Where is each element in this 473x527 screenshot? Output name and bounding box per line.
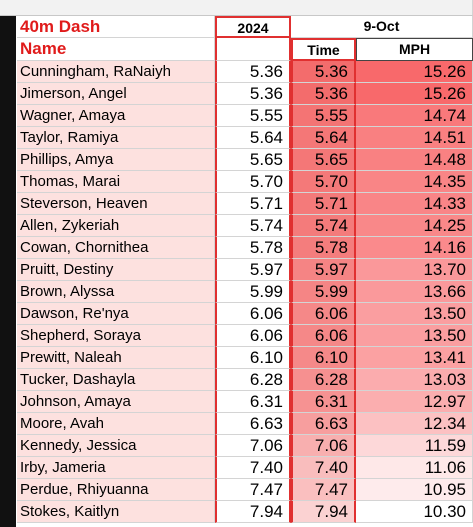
- mph-cell: 11.06: [356, 457, 473, 479]
- name-cell: Shepherd, Soraya: [17, 325, 215, 347]
- mph-cell: 14.74: [356, 105, 473, 127]
- time-cell: 7.94: [291, 501, 356, 523]
- mph-cell: 15.26: [356, 83, 473, 105]
- time-cell: 5.71: [291, 193, 356, 215]
- mph-cell: 14.48: [356, 149, 473, 171]
- title: 40m Dash: [17, 16, 215, 38]
- year-cell: 6.06: [215, 303, 291, 325]
- name-cell: Cowan, Chornithea: [17, 237, 215, 259]
- top-strip: [0, 0, 473, 16]
- time-cell: 7.40: [291, 457, 356, 479]
- name-cell: Wagner, Amaya: [17, 105, 215, 127]
- mph-cell: 13.41: [356, 347, 473, 369]
- name-cell: Phillips, Amya: [17, 149, 215, 171]
- time-cell: 5.74: [291, 215, 356, 237]
- year-cell: 5.74: [215, 215, 291, 237]
- name-cell: Stokes, Kaitlyn: [17, 501, 215, 523]
- time-cell: 6.63: [291, 413, 356, 435]
- mph-cell: 11.59: [356, 435, 473, 457]
- time-cell: 6.06: [291, 303, 356, 325]
- name-cell: Tucker, Dashayla: [17, 369, 215, 391]
- name-cell: Cunningham, RaNaiyh: [17, 61, 215, 83]
- time-cell: 7.06: [291, 435, 356, 457]
- blank-header: [215, 38, 291, 61]
- name-cell: Steverson, Heaven: [17, 193, 215, 215]
- mph-cell: 15.26: [356, 61, 473, 83]
- name-cell: Brown, Alyssa: [17, 281, 215, 303]
- time-cell: 5.97: [291, 259, 356, 281]
- mph-cell: 14.51: [356, 127, 473, 149]
- name-cell: Moore, Avah: [17, 413, 215, 435]
- name-cell: Taylor, Ramiya: [17, 127, 215, 149]
- name-cell: Prewitt, Naleah: [17, 347, 215, 369]
- time-cell: 5.70: [291, 171, 356, 193]
- time-cell: 6.10: [291, 347, 356, 369]
- year-cell: 6.31: [215, 391, 291, 413]
- mph-cell: 14.25: [356, 215, 473, 237]
- name-cell: Irby, Jameria: [17, 457, 215, 479]
- mph-cell: 13.50: [356, 325, 473, 347]
- time-cell: 5.55: [291, 105, 356, 127]
- year-cell: 5.78: [215, 237, 291, 259]
- time-cell: 5.36: [291, 61, 356, 83]
- name-cell: Jimerson, Angel: [17, 83, 215, 105]
- side-bar: [0, 16, 16, 527]
- mph-cell: 10.30: [356, 501, 473, 523]
- mph-cell: 13.03: [356, 369, 473, 391]
- year-cell: 5.70: [215, 171, 291, 193]
- time-cell: 5.78: [291, 237, 356, 259]
- mph-cell: 12.34: [356, 413, 473, 435]
- year-cell: 6.63: [215, 413, 291, 435]
- name-cell: Allen, Zykeriah: [17, 215, 215, 237]
- year-cell: 6.10: [215, 347, 291, 369]
- time-cell: 6.06: [291, 325, 356, 347]
- time-cell: 7.47: [291, 479, 356, 501]
- date-header: 9-Oct: [291, 16, 473, 38]
- name-header: Name: [17, 38, 215, 61]
- time-cell: 5.65: [291, 149, 356, 171]
- name-cell: Perdue, Rhiyuanna: [17, 479, 215, 501]
- time-cell: 5.99: [291, 281, 356, 303]
- year-cell: 5.36: [215, 61, 291, 83]
- year-cell: 5.55: [215, 105, 291, 127]
- mph-cell: 12.97: [356, 391, 473, 413]
- year-cell: 7.40: [215, 457, 291, 479]
- time-cell: 5.36: [291, 83, 356, 105]
- year-cell: 5.97: [215, 259, 291, 281]
- year-cell: 7.94: [215, 501, 291, 523]
- year-cell: 5.36: [215, 83, 291, 105]
- year-cell: 5.65: [215, 149, 291, 171]
- mph-cell: 14.35: [356, 171, 473, 193]
- name-cell: Thomas, Marai: [17, 171, 215, 193]
- year-cell: 6.28: [215, 369, 291, 391]
- name-cell: Kennedy, Jessica: [17, 435, 215, 457]
- time-cell: 6.28: [291, 369, 356, 391]
- name-cell: Johnson, Amaya: [17, 391, 215, 413]
- name-cell: Dawson, Re'nya: [17, 303, 215, 325]
- year-header: 2024: [215, 16, 291, 38]
- mph-cell: 13.50: [356, 303, 473, 325]
- time-cell: 6.31: [291, 391, 356, 413]
- year-cell: 6.06: [215, 325, 291, 347]
- year-cell: 5.71: [215, 193, 291, 215]
- mph-cell: 14.16: [356, 237, 473, 259]
- mph-cell: 13.70: [356, 259, 473, 281]
- year-cell: 7.06: [215, 435, 291, 457]
- time-header: Time: [291, 38, 356, 61]
- mph-cell: 13.66: [356, 281, 473, 303]
- time-cell: 5.64: [291, 127, 356, 149]
- name-cell: Pruitt, Destiny: [17, 259, 215, 281]
- year-cell: 7.47: [215, 479, 291, 501]
- mph-header: MPH: [356, 38, 473, 61]
- mph-cell: 14.33: [356, 193, 473, 215]
- year-cell: 5.64: [215, 127, 291, 149]
- mph-cell: 10.95: [356, 479, 473, 501]
- year-cell: 5.99: [215, 281, 291, 303]
